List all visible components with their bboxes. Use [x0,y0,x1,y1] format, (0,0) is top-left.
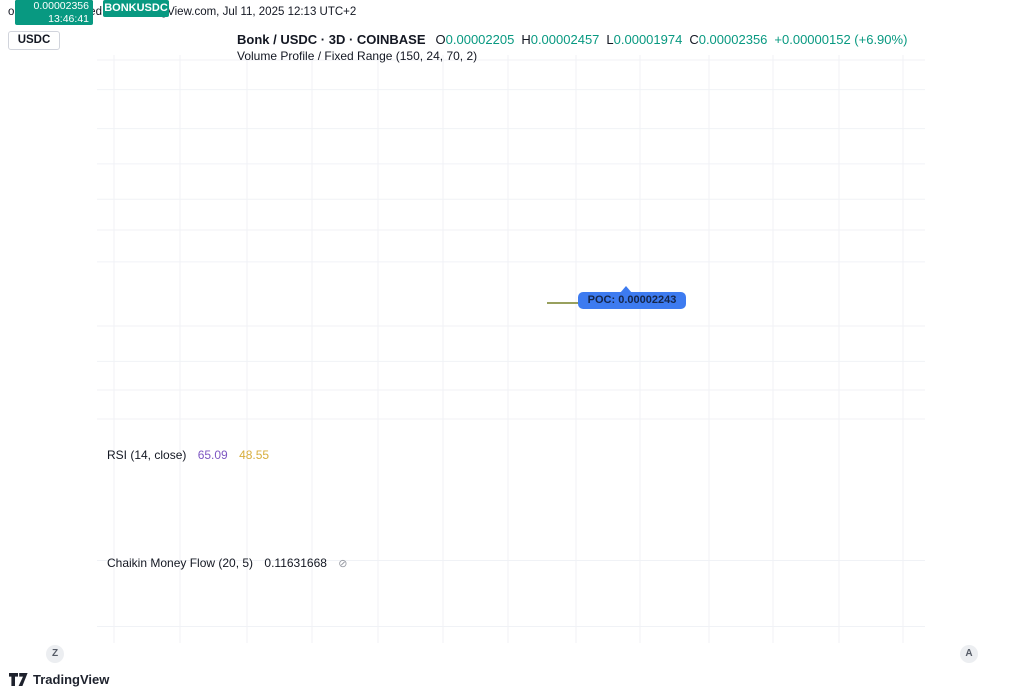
last-price-value: 0.00002356 [33,0,89,12]
ohlc-high-label: H [521,32,531,47]
symbol-title[interactable]: Bonk / USDC · 3D · COINBASE [237,32,426,47]
poc-tag-line [547,302,578,304]
ohlc-low-value: 0.00001974 [613,32,683,47]
poc-callout-label: POC: 0.00002243 [578,286,686,309]
rsi-value: 65.09 [197,448,228,462]
ohlc-close-label: C [689,32,699,47]
last-price-badge: 0.00002356 13:46:41 [15,0,93,25]
rsi-title[interactable]: RSI (14, close) [107,448,187,462]
volume-profile-indicator-title[interactable]: Volume Profile / Fixed Range (150, 24, 7… [237,49,478,63]
tradingview-logo-text: TradingView [33,672,110,687]
ohlc-open-label: O [435,32,446,47]
ohlc-low-label: L [606,32,614,47]
cmf-value: 0.11631668 [264,556,327,570]
cmf-header: Chaikin Money Flow (20, 5) 0.11631668 ⊘ [107,556,347,570]
ohlc-close-value: 0.00002356 [698,32,768,47]
auto-scale-button[interactable]: A [960,645,978,663]
cmf-title[interactable]: Chaikin Money Flow (20, 5) [107,556,254,570]
symbol-header: Bonk / USDC · 3D · COINBASE O0.00002205 H0… [237,32,907,47]
indicator-options-icon[interactable]: ⊘ [338,558,348,570]
rsi-header: RSI (14, close) 65.09 48.55 [107,448,269,462]
attribution-text: ol_charles created with TradingView.com,… [8,6,357,18]
tradingview-logo-icon [9,672,28,686]
tradingview-logo[interactable]: TradingView [9,672,109,687]
bar-countdown: 13:46:41 [48,12,89,25]
symbol-chart-label: BONKUSDC [103,0,169,17]
rsi-ma-value: 48.55 [239,448,270,462]
ohlc-high-value: 0.00002457 [530,32,600,47]
ohlc-open-value: 0.00002205 [445,32,515,47]
change-value: +0.00000152 (+6.90%) [774,32,908,47]
timezone-button[interactable]: Z [46,645,64,663]
currency-chip: USDC [8,31,60,50]
